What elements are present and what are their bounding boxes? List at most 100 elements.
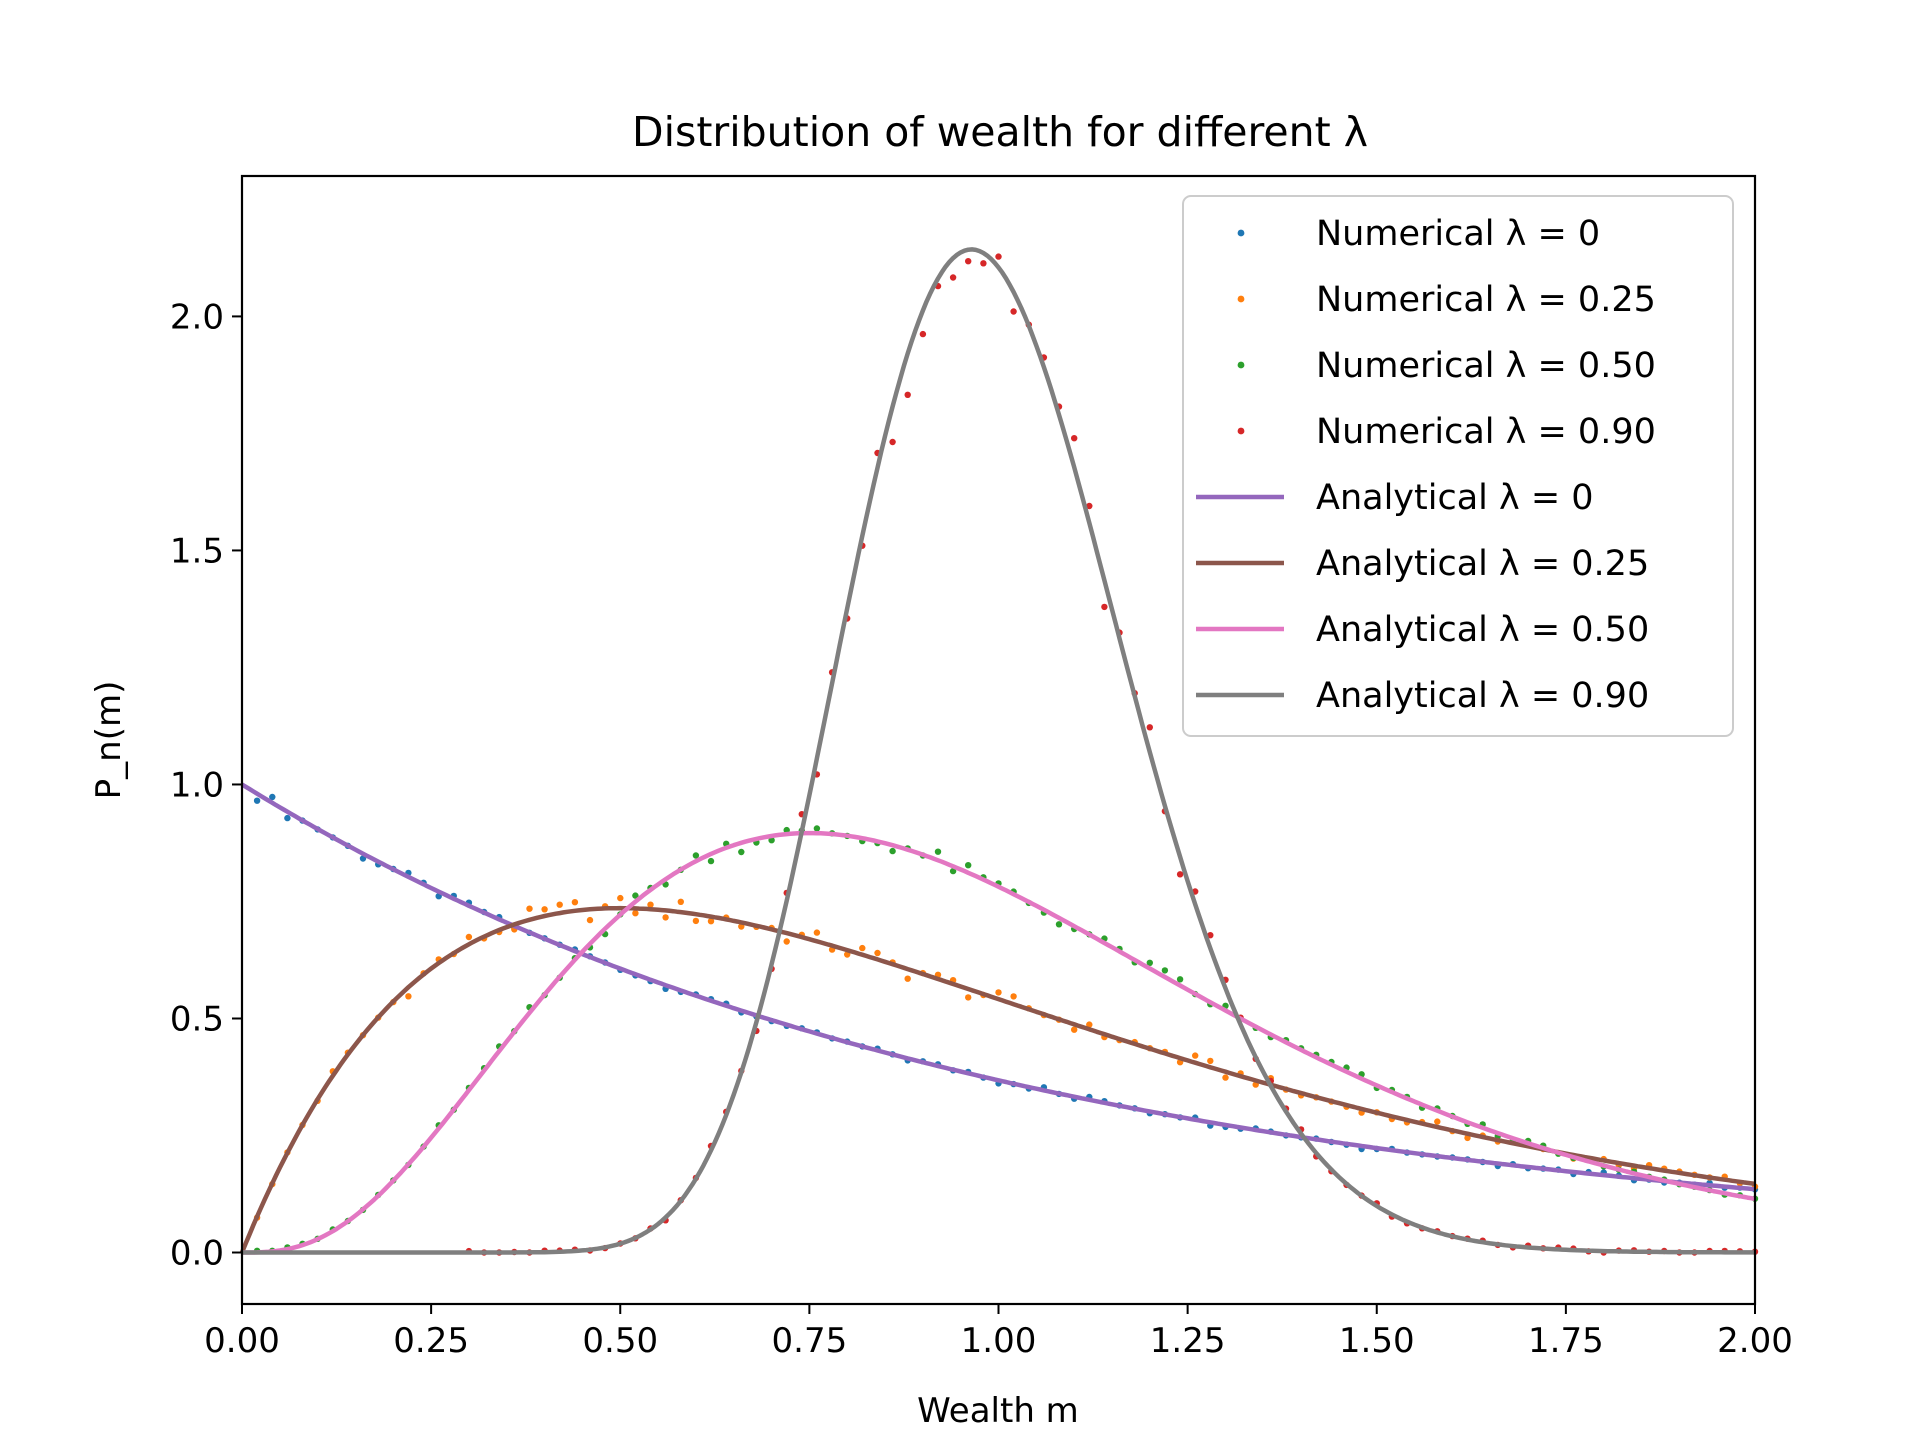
x-tick-label: 0.75	[772, 1321, 848, 1361]
plot-area: 0.00 0.25 0.50 0.75 1.00 1.25 1.50 1.75 2.00 0.0…	[170, 174, 1793, 1361]
data-point	[889, 438, 896, 446]
data-point	[1146, 724, 1154, 731]
y-tick-label: 0.0	[170, 1234, 224, 1274]
data-point	[859, 944, 866, 952]
chart-title: Distribution of wealth for different λ	[632, 108, 1368, 156]
legend-label: Numerical λ = 0.25	[1316, 280, 1656, 320]
data-point	[1010, 993, 1017, 1000]
data-point	[1207, 932, 1214, 939]
legend-label: Numerical λ = 0.50	[1316, 346, 1656, 386]
series-analytical-7	[242, 247, 1755, 1255]
data-point	[632, 892, 639, 899]
data-point	[1146, 959, 1154, 966]
legend: Numerical λ = 0 Numerical λ = 0.25 Numeric…	[1182, 195, 1734, 737]
data-point	[405, 993, 412, 1000]
data-point	[738, 848, 745, 856]
x-tick-label: 0.25	[393, 1321, 469, 1361]
legend-marker	[1237, 361, 1245, 369]
series-analytical-6	[242, 830, 1756, 1255]
data-point	[874, 949, 881, 957]
data-point	[1222, 1074, 1229, 1081]
data-point	[965, 258, 972, 265]
data-point	[934, 848, 942, 855]
y-tick-label: 2.0	[170, 297, 224, 337]
data-point	[707, 857, 715, 865]
legend-label: Numerical λ = 0.90	[1316, 412, 1656, 452]
y-axis-label: P_n(m)	[89, 681, 129, 800]
data-point	[465, 933, 473, 941]
data-point	[1101, 603, 1108, 611]
series-analytical-5	[239, 905, 1756, 1254]
data-point	[904, 975, 911, 982]
data-point	[1086, 1021, 1093, 1028]
data-point	[768, 837, 775, 844]
data-point	[949, 274, 957, 281]
data-point	[269, 793, 276, 801]
legend-label: Analytical λ = 0	[1316, 478, 1594, 518]
x-tick-label: 1.50	[1339, 1321, 1415, 1361]
data-point	[1161, 967, 1169, 974]
data-point	[783, 938, 790, 945]
data-point	[1207, 1057, 1214, 1065]
data-point	[1010, 308, 1017, 315]
data-point	[889, 847, 896, 855]
data-point	[919, 330, 927, 338]
legend-label: Numerical λ = 0	[1316, 214, 1600, 254]
data-point	[965, 994, 972, 1001]
x-tick-label: 1.25	[1150, 1321, 1226, 1361]
y-tick-label: 1.0	[170, 765, 224, 805]
legend-label: Analytical λ = 0.25	[1316, 544, 1649, 584]
data-point	[965, 862, 972, 869]
data-point	[995, 253, 1002, 260]
data-point	[632, 910, 639, 917]
data-point	[904, 391, 911, 398]
data-point	[1192, 1052, 1199, 1059]
data-point	[677, 898, 684, 905]
x-tick-label: 0.50	[582, 1321, 658, 1361]
series-analytical-4	[240, 782, 1756, 1192]
data-point	[647, 901, 654, 908]
data-point	[692, 852, 700, 859]
data-point	[813, 929, 821, 936]
data-point	[284, 814, 291, 822]
data-point	[526, 905, 533, 912]
x-tick-label: 1.00	[961, 1321, 1037, 1361]
data-point	[707, 918, 715, 925]
y-tick-label: 1.5	[170, 531, 224, 571]
legend-marker	[1237, 229, 1245, 237]
data-point	[1055, 921, 1063, 928]
y-axis-ticks: 0.0 0.5 1.0 1.5 2.0	[170, 297, 242, 1274]
data-point	[1071, 435, 1078, 442]
data-point	[617, 894, 624, 902]
data-point	[1176, 871, 1184, 878]
legend-box	[1182, 195, 1734, 737]
data-point	[949, 867, 957, 875]
data-point	[662, 914, 669, 921]
x-tick-label: 1.75	[1528, 1321, 1604, 1361]
x-tick-label: 0.00	[204, 1321, 280, 1361]
x-axis-label: Wealth m	[917, 1391, 1079, 1431]
data-point	[556, 901, 563, 908]
data-point	[995, 989, 1002, 996]
data-point	[783, 826, 790, 834]
y-tick-label: 0.5	[170, 999, 224, 1039]
data-point	[1434, 1118, 1441, 1125]
data-point	[541, 906, 548, 913]
data-point	[813, 825, 821, 832]
data-point	[1176, 976, 1184, 983]
data-point	[980, 260, 987, 267]
data-point	[253, 797, 261, 804]
legend-items: Numerical λ = 0 Numerical λ = 0.25 Numeric…	[1196, 214, 1656, 716]
data-point	[1086, 502, 1093, 510]
legend-marker	[1237, 427, 1245, 435]
data-point	[571, 899, 579, 906]
legend-marker	[1237, 295, 1245, 303]
data-point	[692, 917, 700, 925]
data-point	[586, 916, 594, 924]
series-layer	[239, 247, 1759, 1256]
data-point	[1071, 1026, 1078, 1033]
legend-label: Analytical λ = 0.50	[1316, 610, 1649, 650]
x-axis-ticks: 0.00 0.25 0.50 0.75 1.00 1.25 1.50 1.75 2.00	[204, 1304, 1793, 1361]
legend-label: Analytical λ = 0.90	[1316, 676, 1649, 716]
